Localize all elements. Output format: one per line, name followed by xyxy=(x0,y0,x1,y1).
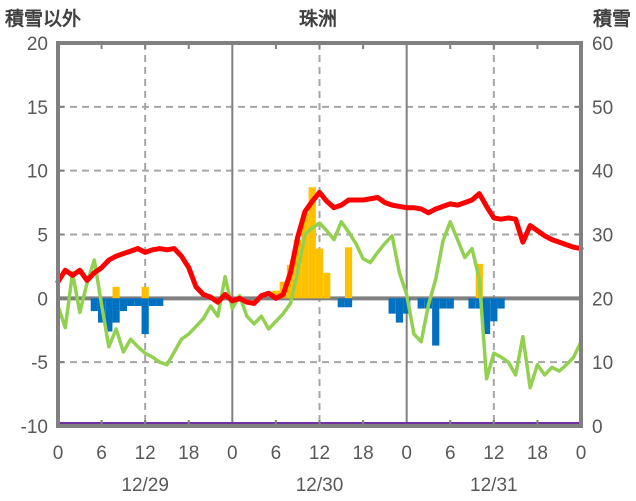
svg-text:10: 10 xyxy=(27,162,48,183)
svg-text:20: 20 xyxy=(27,34,48,55)
svg-text:15: 15 xyxy=(27,98,48,119)
svg-text:12/31: 12/31 xyxy=(470,475,518,496)
blue-bars xyxy=(90,298,505,346)
svg-text:0: 0 xyxy=(227,443,238,464)
svg-text:6: 6 xyxy=(271,443,282,464)
station-title: 珠洲 xyxy=(298,9,337,30)
left-axis-labels: 20 15 10 5 0 -5 -10 xyxy=(21,34,48,438)
svg-text:0: 0 xyxy=(576,443,587,464)
x-tick-labels: 0 6 12 18 0 6 12 18 0 6 12 18 0 xyxy=(53,443,587,464)
date-labels: 12/29 12/30 12/31 xyxy=(121,475,517,496)
svg-text:60: 60 xyxy=(592,34,613,55)
svg-text:50: 50 xyxy=(592,98,613,119)
svg-text:0: 0 xyxy=(592,417,603,438)
svg-text:6: 6 xyxy=(445,443,456,464)
svg-text:30: 30 xyxy=(592,226,613,247)
svg-text:10: 10 xyxy=(592,353,613,374)
svg-text:12: 12 xyxy=(483,443,504,464)
svg-text:12: 12 xyxy=(135,443,156,464)
svg-text:12: 12 xyxy=(309,443,330,464)
left-axis-title: 積雪以外 xyxy=(5,9,82,30)
svg-text:20: 20 xyxy=(592,289,613,310)
svg-text:-10: -10 xyxy=(21,417,48,438)
red-line xyxy=(55,189,584,306)
gridlines xyxy=(58,43,581,426)
axis-ticks xyxy=(58,43,581,426)
svg-text:6: 6 xyxy=(96,443,107,464)
svg-text:12/29: 12/29 xyxy=(121,475,169,496)
right-axis-title: 積雪 xyxy=(592,9,631,30)
svg-text:40: 40 xyxy=(592,162,613,183)
svg-text:18: 18 xyxy=(527,443,548,464)
svg-text:-5: -5 xyxy=(31,353,48,374)
svg-text:0: 0 xyxy=(53,443,64,464)
svg-text:5: 5 xyxy=(37,226,48,247)
svg-text:12/30: 12/30 xyxy=(296,475,344,496)
right-axis-labels: 60 50 40 30 20 10 0 xyxy=(592,34,613,438)
green-line xyxy=(56,219,583,390)
svg-text:18: 18 xyxy=(178,443,199,464)
svg-text:0: 0 xyxy=(37,289,48,310)
svg-text:18: 18 xyxy=(353,443,374,464)
svg-text:0: 0 xyxy=(401,443,412,464)
